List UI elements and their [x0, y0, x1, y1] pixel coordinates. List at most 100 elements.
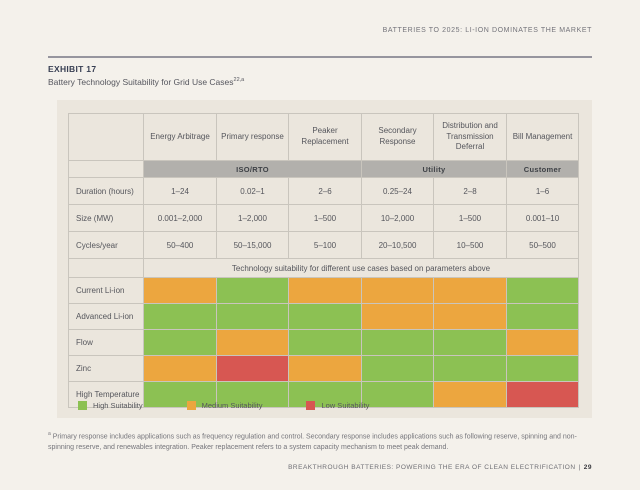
suitability-cell: [506, 277, 579, 304]
group-header-iso-rto: ISO/RTO: [143, 160, 362, 178]
param-cell: 1–500: [288, 204, 362, 232]
tech-row-zinc: Zinc: [68, 355, 579, 382]
suitability-cell: [216, 355, 289, 382]
param-row-duration: Duration (hours) 1–24 0.02–1 2–6 0.25–24…: [68, 177, 579, 205]
column-header-primary-response: Primary response: [216, 113, 289, 161]
group-spacer: [68, 160, 144, 178]
legend-item-low: Low Suitability: [306, 401, 369, 410]
suitability-cell: [433, 303, 507, 330]
tech-row-label: Advanced Li-ion: [68, 303, 144, 330]
footer: BREAKTHROUGH BATTERIES: POWERING THE ERA…: [288, 464, 592, 471]
tech-row-label: Current Li-ion: [68, 277, 144, 304]
param-cell: 1–500: [433, 204, 507, 232]
tech-row-advanced-li-ion: Advanced Li-ion: [68, 303, 579, 330]
param-cell: 20–10,500: [361, 231, 434, 259]
suitability-cell: [143, 277, 217, 304]
exhibit-title-text: Battery Technology Suitability for Grid …: [48, 77, 234, 87]
suitability-table-block: Energy Arbitrage Primary response Peaker…: [57, 100, 592, 418]
param-cell: 0.001–10: [506, 204, 579, 232]
suitability-cell: [433, 277, 507, 304]
legend-item-medium: Medium Suitability: [186, 401, 263, 410]
note-cell: Technology suitability for different use…: [143, 258, 579, 278]
legend-item-high: High Suitability: [78, 401, 143, 410]
footnote-marker: a: [48, 431, 51, 437]
column-header-energy-arbitrage: Energy Arbitrage: [143, 113, 217, 161]
suitability-cell: [216, 277, 289, 304]
suitability-cell: [361, 303, 434, 330]
exhibit-label: EXHIBIT 17: [48, 64, 97, 74]
suitability-cell: [361, 277, 434, 304]
suitability-cell: [506, 303, 579, 330]
param-cell: 0.001–2,000: [143, 204, 217, 232]
suitability-table: Energy Arbitrage Primary response Peaker…: [68, 113, 579, 408]
suitability-cell: [288, 303, 362, 330]
suitability-cell: [143, 329, 217, 356]
column-header-secondary-response: Secondary Response: [361, 113, 434, 161]
param-cell: 2–6: [288, 177, 362, 205]
suitability-cell: [361, 355, 434, 382]
suitability-cell: [288, 355, 362, 382]
group-header-row: ISO/RTO Utility Customer: [68, 160, 579, 178]
suitability-cell: [361, 381, 434, 408]
exhibit-title: Battery Technology Suitability for Grid …: [48, 77, 244, 87]
legend-label: Low Suitability: [321, 401, 370, 410]
param-cell: 10–500: [433, 231, 507, 259]
param-cell: 10–2,000: [361, 204, 434, 232]
exhibit-title-superscript: 22,a: [233, 77, 245, 84]
tech-row-current-li-ion: Current Li-ion: [68, 277, 579, 304]
suitability-cell: [143, 303, 217, 330]
param-row-label: Duration (hours): [68, 177, 144, 205]
note-row: Technology suitability for different use…: [68, 258, 579, 278]
suitability-cell: [143, 355, 217, 382]
param-cell: 50–500: [506, 231, 579, 259]
tech-row-high-temperature: High Temperature: [68, 381, 579, 408]
footnote: a Primary response includes applications…: [48, 431, 592, 454]
suitability-cell: [433, 329, 507, 356]
group-header-customer: Customer: [506, 160, 579, 178]
footer-separator: |: [578, 464, 581, 471]
suitability-cell: [288, 277, 362, 304]
suitability-cell: [433, 381, 507, 408]
param-row-size: Size (MW) 0.001–2,000 1–2,000 1–500 10–2…: [68, 204, 579, 232]
suitability-cell: [361, 329, 434, 356]
footnote-text: Primary response includes applications s…: [48, 433, 577, 452]
tech-row-label: Zinc: [68, 355, 144, 382]
param-cell: 1–24: [143, 177, 217, 205]
legend: High Suitability Medium Suitability Low …: [78, 401, 413, 410]
suitability-cell: [216, 329, 289, 356]
suitability-cell: [216, 303, 289, 330]
param-row-cycles: Cycles/year 50–400 50–15,000 5–100 20–10…: [68, 231, 579, 259]
column-header-peaker-replacement: Peaker Replacement: [288, 113, 362, 161]
running-header: BATTERIES TO 2025: LI-ION DOMINATES THE …: [382, 27, 592, 34]
high-suitability-swatch-icon: [78, 401, 87, 410]
tech-row-flow: Flow: [68, 329, 579, 356]
suitability-cell: [506, 329, 579, 356]
param-row-label: Cycles/year: [68, 231, 144, 259]
tech-row-label: Flow: [68, 329, 144, 356]
low-suitability-swatch-icon: [306, 401, 316, 410]
column-header-bill-management: Bill Management: [506, 113, 579, 161]
group-header-utility: Utility: [361, 160, 507, 178]
suitability-cell: [288, 329, 362, 356]
suitability-cell: [143, 381, 217, 408]
param-cell: 0.02–1: [216, 177, 289, 205]
corner-spacer: [68, 113, 144, 161]
suitability-cell: [433, 355, 507, 382]
legend-label: Medium Suitability: [201, 401, 263, 410]
param-cell: 5–100: [288, 231, 362, 259]
param-cell: 1–2,000: [216, 204, 289, 232]
legend-label: High Suitability: [93, 401, 143, 410]
param-row-label: Size (MW): [68, 204, 144, 232]
suitability-cell: [506, 355, 579, 382]
page-number: 29: [583, 464, 592, 471]
param-cell: 50–15,000: [216, 231, 289, 259]
medium-suitability-swatch-icon: [186, 401, 196, 410]
suitability-cell: [216, 381, 289, 408]
divider-rule: [48, 56, 592, 58]
note-spacer: [68, 258, 144, 278]
param-cell: 50–400: [143, 231, 217, 259]
footer-title: BREAKTHROUGH BATTERIES: POWERING THE ERA…: [288, 464, 576, 471]
column-header-distribution-transmission-deferral: Distribution and Transmission Deferral: [433, 113, 507, 161]
param-cell: 1–6: [506, 177, 579, 205]
suitability-cell: [506, 381, 579, 408]
